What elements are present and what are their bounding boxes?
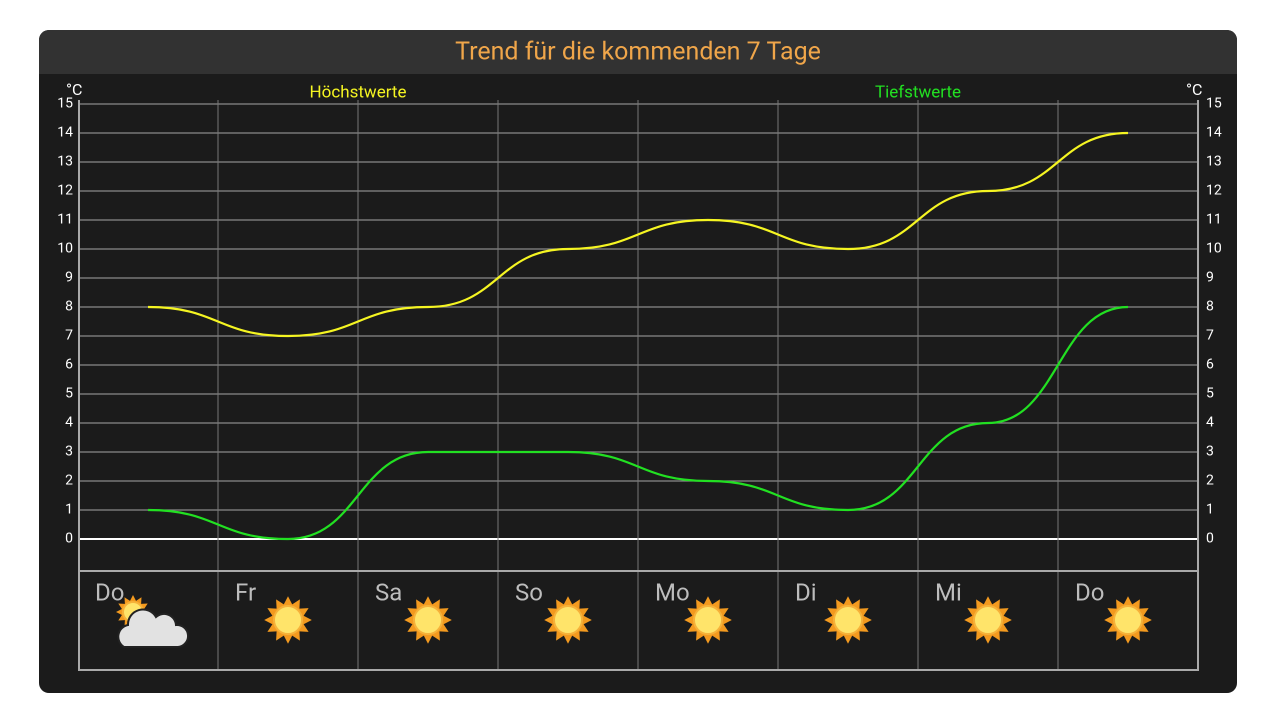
- weather-icon: [544, 596, 592, 644]
- day-label: Do: [1075, 578, 1104, 606]
- weather-icon: [264, 596, 312, 644]
- day-label: Fr: [235, 578, 256, 606]
- y-tick-label: 10: [57, 241, 73, 257]
- y2-tick-label: 5: [1206, 386, 1214, 402]
- series-line: [147, 305, 1129, 541]
- weather-icon: [684, 596, 732, 644]
- y2-tick-label: 1: [1206, 502, 1214, 518]
- y2-tick-label: 7: [1206, 328, 1214, 344]
- day-label: Sa: [375, 578, 402, 606]
- y2-tick-label: 2: [1206, 473, 1214, 489]
- y2-tick-label: 0: [1206, 531, 1214, 547]
- sun-disc: [553, 605, 583, 635]
- day-label: So: [515, 578, 543, 606]
- weather-icons: Do Fr Sa So Mo Di Mi Do: [95, 578, 1152, 648]
- y-tick-label: 7: [65, 328, 73, 344]
- y2-tick-label: 4: [1206, 415, 1214, 431]
- y2-tick-label: 11: [1206, 212, 1222, 228]
- sun-disc: [833, 605, 863, 635]
- weather-icon: [404, 596, 452, 644]
- day-label: Mo: [655, 578, 690, 606]
- y-tick-label: 12: [57, 183, 73, 199]
- y-tick-label: 5: [65, 386, 73, 402]
- lines: Höchstwerte Tiefstwerte: [147, 82, 1129, 541]
- y-tick-label: 3: [65, 444, 73, 460]
- series-line: [147, 131, 1129, 338]
- y2-tick-label: 13: [1206, 154, 1222, 170]
- day-label: Do: [95, 578, 124, 606]
- y2-tick-label: 10: [1206, 241, 1222, 257]
- y-tick-label: 11: [57, 212, 73, 228]
- sun-disc: [273, 605, 303, 635]
- sun-disc: [1113, 605, 1143, 635]
- cloud: [117, 608, 190, 648]
- sun-disc: [973, 605, 1003, 635]
- weather-icon: [824, 596, 872, 644]
- y-tick-label: 4: [65, 415, 73, 431]
- day-label: Mi: [935, 578, 962, 606]
- sun-disc: [693, 605, 723, 635]
- y-tick-label: 6: [65, 357, 73, 373]
- weather-icon: [116, 595, 190, 648]
- day-label: Di: [795, 578, 817, 606]
- chart-title: Trend für die kommenden 7 Tage: [455, 38, 821, 67]
- y2-tick-label: 3: [1206, 444, 1214, 460]
- y-tick-label: 8: [65, 299, 73, 315]
- y2-tick-label: 9: [1206, 270, 1214, 286]
- y-unit-left: °C: [66, 80, 82, 99]
- y-tick-label: 1: [65, 502, 73, 518]
- y2-tick-label: 8: [1206, 299, 1214, 315]
- header-bar: [39, 30, 1237, 74]
- legend-label: Höchstwerte: [310, 82, 407, 102]
- y-tick-label: 0: [65, 531, 73, 547]
- y2-tick-label: 15: [1206, 96, 1222, 112]
- y-tick-label: 2: [65, 473, 73, 489]
- legend-label: Tiefstwerte: [875, 82, 961, 102]
- y-tick-label: 15: [57, 96, 73, 112]
- weather-icon: [1104, 596, 1152, 644]
- y-tick-label: 13: [57, 154, 73, 170]
- y2-tick-label: 12: [1206, 183, 1222, 199]
- y-tick-label: 9: [65, 270, 73, 286]
- sun-disc: [413, 605, 443, 635]
- y-tick-label: 14: [57, 125, 73, 141]
- y2-tick-label: 14: [1206, 125, 1222, 141]
- y-unit-right: °C: [1186, 80, 1202, 99]
- weather-icon: [964, 596, 1012, 644]
- y2-tick-label: 6: [1206, 357, 1214, 373]
